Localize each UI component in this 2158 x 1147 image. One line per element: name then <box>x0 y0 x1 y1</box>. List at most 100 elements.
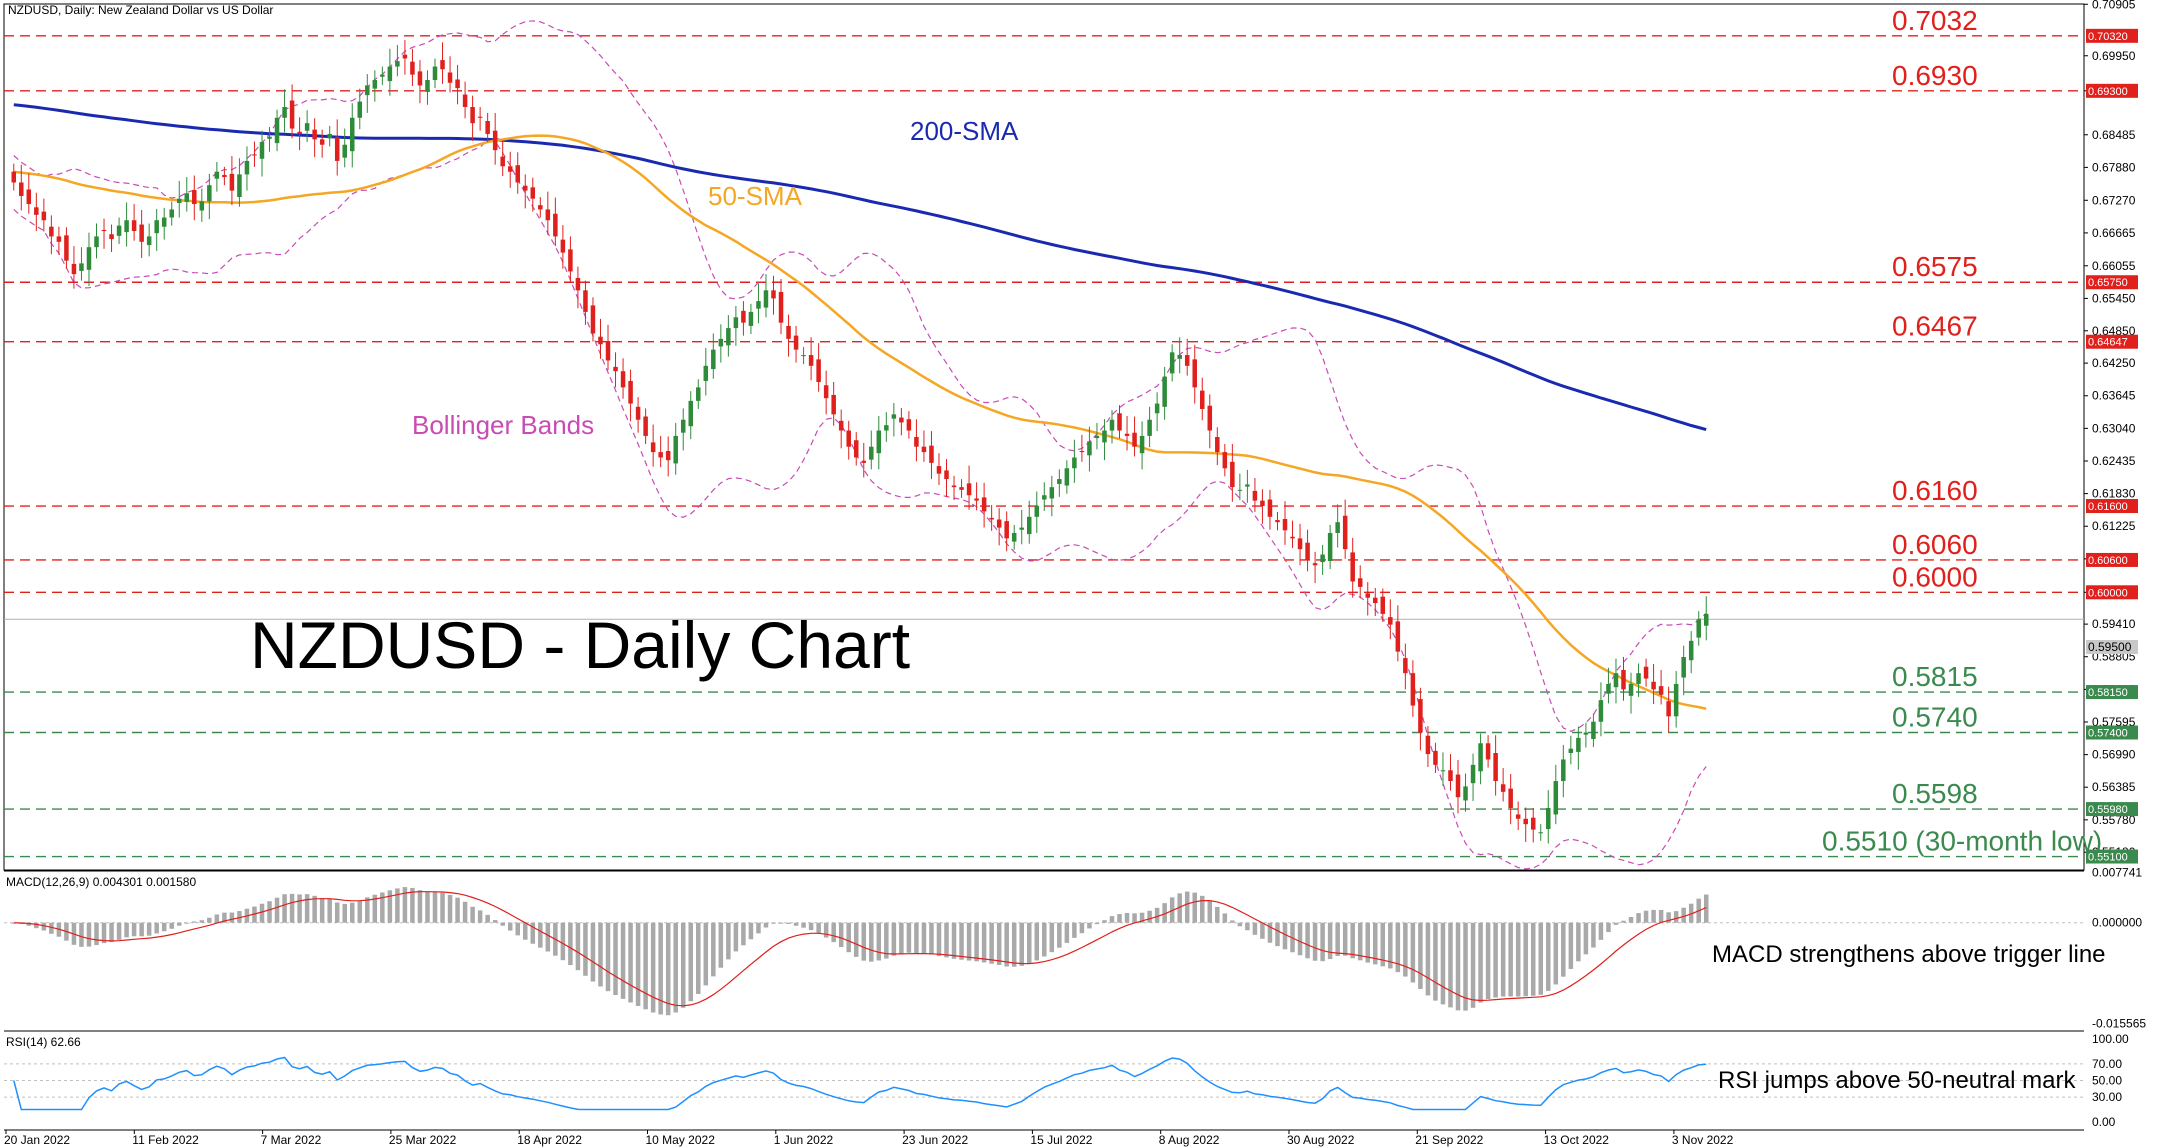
level-label: 0.6000 <box>1892 561 1978 592</box>
candle-body <box>921 446 927 453</box>
level-label: 0.6467 <box>1892 311 1978 342</box>
horizontal-levels <box>4 35 2084 858</box>
candle-body <box>372 80 378 89</box>
macd-bar <box>1576 922 1581 962</box>
candle-body <box>79 263 84 271</box>
candle-body <box>1636 673 1641 684</box>
candle-body <box>620 371 626 388</box>
macd-bar <box>1094 922 1100 925</box>
macd-bar <box>1636 913 1641 923</box>
macd-bar <box>1643 910 1649 923</box>
candle-body <box>1282 518 1288 531</box>
macd-bar <box>1515 922 1521 997</box>
macd-bar <box>1177 893 1182 923</box>
macd-bar <box>1703 894 1709 923</box>
candle-body <box>455 79 460 89</box>
candle-body <box>1147 419 1152 436</box>
candle-body <box>425 80 430 92</box>
macd-bar <box>1200 895 1205 923</box>
y-tick-label: 0.55780 <box>2092 813 2136 827</box>
macd-bar <box>944 922 949 958</box>
macd-bar <box>267 901 272 923</box>
candle-body <box>869 446 874 460</box>
level-price-box-text: 0.69300 <box>2088 86 2128 98</box>
candle-body <box>1132 432 1137 447</box>
macd-bar <box>289 893 295 923</box>
candle-body <box>1102 430 1107 443</box>
candle-body <box>861 460 867 463</box>
candle-body <box>808 355 814 366</box>
candle-body <box>1561 759 1566 782</box>
candle-body <box>259 142 265 159</box>
candle-body <box>395 61 400 67</box>
macd-bar <box>658 922 663 1015</box>
macd-bar <box>1681 907 1686 923</box>
macd-bar <box>748 922 754 940</box>
macd-bar <box>515 922 520 936</box>
candle-body <box>590 305 596 334</box>
candle-body <box>312 129 317 140</box>
macd-bar <box>974 922 979 962</box>
candle-body <box>1515 814 1521 819</box>
macd-bar <box>688 922 694 1002</box>
chart-title: NZDUSD - Daily Chart <box>250 608 910 682</box>
candle-body <box>1538 832 1544 834</box>
rsi-line-path <box>13 1056 1707 1111</box>
candle-body <box>447 72 453 83</box>
level-price-box <box>2086 849 2138 864</box>
macd-bar <box>1192 892 1197 923</box>
y-tick-label: 0.68485 <box>2092 128 2136 142</box>
candle-body <box>477 116 483 118</box>
macd-bar <box>1072 922 1077 938</box>
level-price-box <box>2086 275 2138 290</box>
rsi-y-tick-label: 30.00 <box>2092 1090 2122 1104</box>
candle-body <box>1237 489 1243 491</box>
candle-body <box>176 198 182 203</box>
macd-bar <box>1388 922 1393 969</box>
macd-bar <box>161 922 167 932</box>
candle-body <box>1057 479 1062 484</box>
candle-body <box>1591 721 1596 739</box>
candle-body <box>1613 673 1619 688</box>
candle-body <box>56 236 62 242</box>
macd-bar <box>853 922 859 957</box>
macd-bar <box>1102 920 1107 923</box>
macd-y-axis: 0.007741 0.000000 -0.015565 <box>2092 866 2146 1031</box>
macd-bar <box>1621 920 1626 923</box>
macd-bar <box>124 922 129 938</box>
candle-body <box>846 430 851 447</box>
macd-bar <box>131 922 137 937</box>
macd-bar <box>598 922 603 987</box>
candle-body <box>1200 390 1205 409</box>
macd-bar <box>34 922 39 929</box>
candle-body <box>741 310 746 323</box>
candle-body <box>665 451 671 461</box>
candle-body <box>109 234 114 240</box>
candle-body <box>1026 516 1032 535</box>
level-price-box-text: 0.64647 <box>2088 337 2128 349</box>
level-price-box-text: 0.55980 <box>2088 804 2128 816</box>
candle-body <box>1252 490 1258 501</box>
candle-body <box>1019 527 1024 530</box>
candle-body <box>1681 657 1686 678</box>
candle-body <box>500 156 505 167</box>
macd-bar <box>417 890 423 923</box>
macd-bar <box>1260 922 1265 939</box>
macd-bar <box>756 922 761 934</box>
macd-bar <box>1230 920 1235 923</box>
macd-bar <box>808 922 814 931</box>
x-tick-label: 11 Feb 2022 <box>132 1133 199 1147</box>
candle-body <box>139 224 144 242</box>
y-tick-label: 0.63040 <box>2092 421 2136 435</box>
macd-bar <box>1064 922 1070 943</box>
level-price-box <box>2086 28 2138 43</box>
candle-body <box>214 171 220 179</box>
candle-body <box>801 355 806 357</box>
candle-body <box>124 220 129 233</box>
rsi-y-tick-label: 70.00 <box>2092 1057 2122 1071</box>
y-tick-label: 0.56385 <box>2092 780 2136 794</box>
macd-bar <box>26 922 32 926</box>
macd-bar <box>1500 922 1506 997</box>
candle-body <box>831 394 836 415</box>
macd-bar <box>1410 922 1416 983</box>
